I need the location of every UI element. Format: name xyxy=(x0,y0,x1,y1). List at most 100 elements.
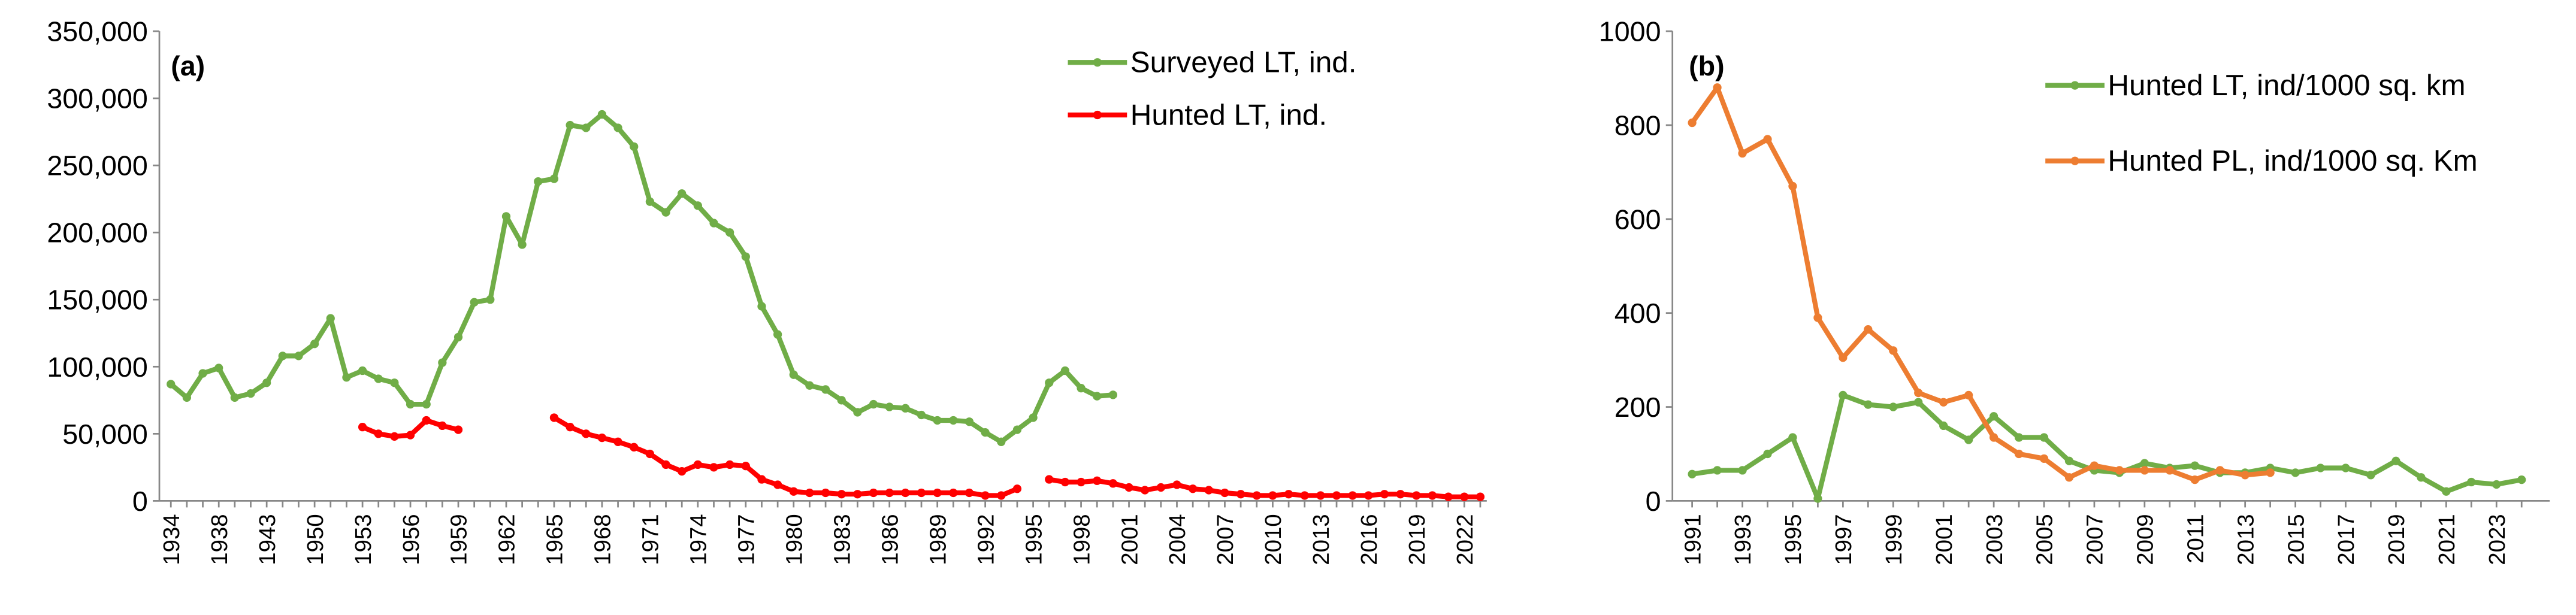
data-point xyxy=(1889,346,1898,355)
y-tick-label: 200 xyxy=(1614,392,1661,423)
data-point xyxy=(470,298,479,307)
data-point xyxy=(1236,490,1245,499)
data-point xyxy=(1284,490,1293,499)
data-point xyxy=(246,389,255,398)
x-tick-label: 1943 xyxy=(255,514,280,565)
x-tick-label: 1986 xyxy=(877,514,903,565)
data-point xyxy=(2341,463,2350,472)
x-tick-label: 1977 xyxy=(734,514,760,565)
x-tick-label: 2023 xyxy=(2484,514,2510,565)
legend-label: Hunted LT, ind/1000 sq. km xyxy=(2108,69,2465,102)
data-point xyxy=(1093,392,1102,401)
data-point xyxy=(534,177,543,186)
data-point xyxy=(773,480,782,489)
data-point xyxy=(2266,468,2275,477)
x-tick-label: 1962 xyxy=(494,514,520,565)
data-point xyxy=(661,460,670,469)
data-point xyxy=(582,123,591,132)
data-point xyxy=(837,396,846,405)
data-point xyxy=(949,488,958,498)
x-tick-label: 1950 xyxy=(303,514,328,565)
data-point xyxy=(1396,490,1405,499)
x-tick-label: 2005 xyxy=(2032,514,2058,565)
data-point xyxy=(2190,461,2199,470)
data-point xyxy=(1989,412,1998,421)
data-point xyxy=(2064,456,2074,465)
data-point xyxy=(549,413,559,422)
data-point xyxy=(182,393,192,402)
x-tick-label: 1993 xyxy=(1730,514,1756,565)
data-point xyxy=(2140,459,2149,468)
x-tick-label: 1989 xyxy=(925,514,951,565)
y-tick-label: 350,000 xyxy=(47,16,147,47)
data-point xyxy=(390,432,399,441)
x-tick-label: 1998 xyxy=(1069,514,1095,565)
y-tick-label: 800 xyxy=(1614,110,1661,141)
data-point xyxy=(709,219,718,228)
data-point xyxy=(2517,475,2526,484)
data-point xyxy=(613,437,622,446)
x-tick-label: 2010 xyxy=(1260,514,1286,565)
x-tick-label: 2004 xyxy=(1165,514,1190,565)
x-tick-label: 1938 xyxy=(207,514,232,565)
data-point xyxy=(1839,390,1848,400)
data-point xyxy=(566,120,575,130)
data-point xyxy=(406,431,415,440)
data-point xyxy=(214,363,223,372)
y-tick-label: 100,000 xyxy=(47,352,147,383)
data-point xyxy=(933,416,942,425)
legend-label: Hunted LT, ind. xyxy=(1130,98,1327,131)
data-point xyxy=(230,393,239,402)
data-point xyxy=(1813,494,1822,503)
data-point xyxy=(198,369,207,378)
x-tick-label: 2022 xyxy=(1452,514,1478,565)
data-point xyxy=(2316,463,2325,472)
x-tick-label: 1959 xyxy=(446,514,472,565)
x-tick-label: 2017 xyxy=(2333,514,2359,565)
data-point xyxy=(1204,486,1213,495)
data-point xyxy=(2467,477,2476,487)
data-point xyxy=(453,332,463,342)
data-point xyxy=(1738,466,1747,475)
legend-label: Hunted PL, ind/1000 sq. Km xyxy=(2108,144,2477,177)
data-point xyxy=(1460,492,1469,501)
data-point xyxy=(1268,491,1277,500)
x-tick-label: 2001 xyxy=(1931,514,1957,565)
x-tick-label: 2019 xyxy=(1404,514,1430,565)
data-point xyxy=(1788,433,1797,442)
data-point xyxy=(167,380,176,389)
data-point xyxy=(1060,477,1070,487)
y-tick-label: 300,000 xyxy=(47,83,147,114)
panel-label: (a) xyxy=(171,50,205,81)
data-point xyxy=(2064,473,2074,482)
x-tick-label: 1995 xyxy=(1780,514,1806,565)
data-point xyxy=(645,449,655,459)
data-point xyxy=(821,488,830,498)
x-tick-label: 1995 xyxy=(1021,514,1047,565)
legend-marker xyxy=(2070,81,2079,90)
data-point xyxy=(1077,477,1086,487)
data-point xyxy=(1012,484,1022,493)
data-point xyxy=(2241,471,2250,480)
data-point xyxy=(997,491,1006,500)
data-point xyxy=(2014,449,2024,459)
x-tick-label: 2013 xyxy=(1308,514,1334,565)
data-point xyxy=(1444,492,1453,501)
x-tick-label: 1968 xyxy=(590,514,616,565)
data-point xyxy=(1763,135,1772,144)
data-point xyxy=(1348,491,1357,500)
legend-label: Surveyed LT, ind. xyxy=(1130,46,1357,79)
data-point xyxy=(805,488,814,498)
data-point xyxy=(1964,435,1973,444)
data-point xyxy=(645,197,655,206)
data-point xyxy=(773,330,782,339)
data-point xyxy=(438,421,447,431)
data-point xyxy=(1189,484,1198,493)
data-point xyxy=(965,417,974,426)
data-point xyxy=(949,416,958,425)
legend-marker xyxy=(1093,58,1102,67)
data-point xyxy=(422,416,431,425)
data-point xyxy=(438,358,447,367)
data-point xyxy=(1108,390,1118,399)
series-line xyxy=(1048,477,1480,499)
